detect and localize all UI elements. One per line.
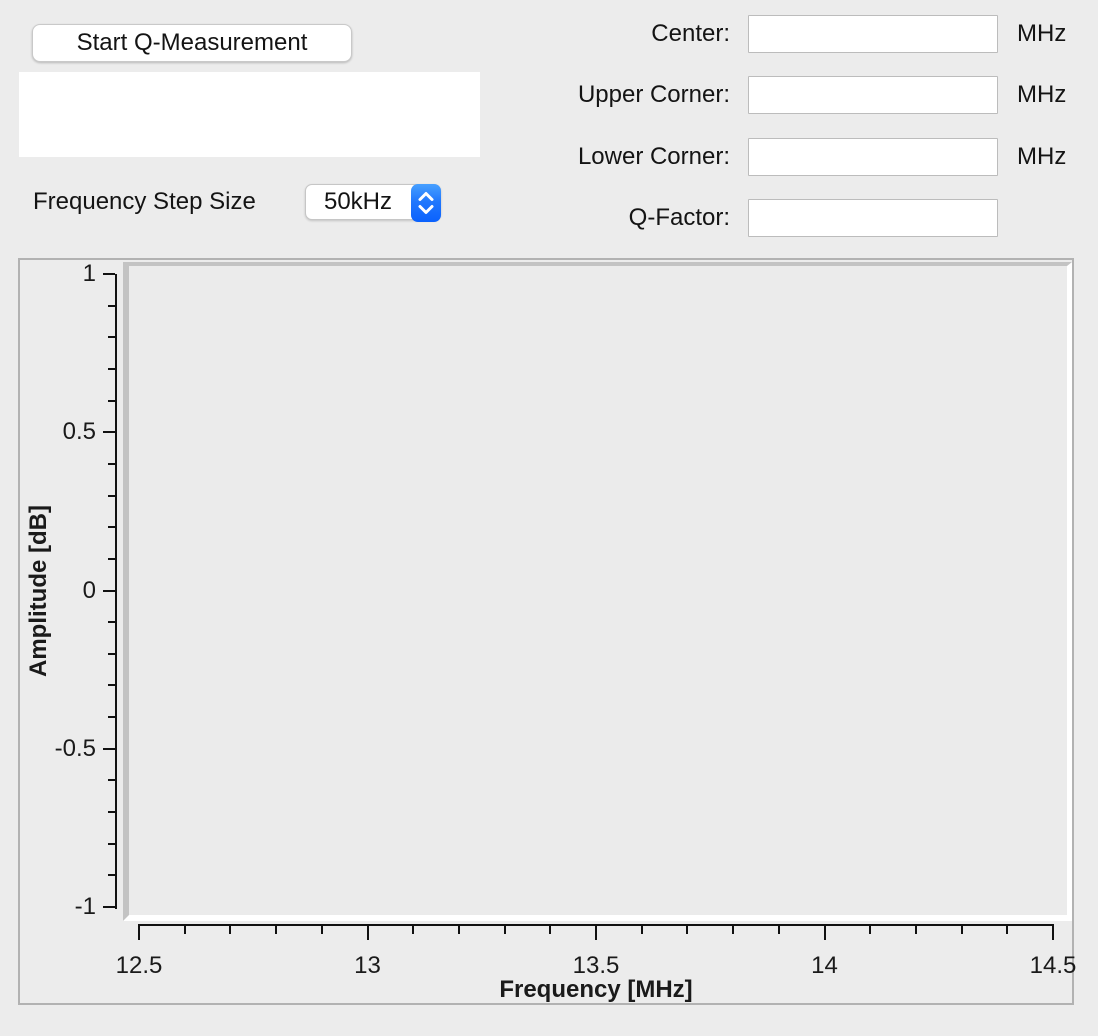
x-major-tick (823, 926, 826, 940)
x-major-tick (1052, 926, 1054, 940)
form-row: Center: MHz (0, 15, 1098, 53)
y-minor-tick (108, 811, 115, 814)
y-major-tick (103, 747, 115, 750)
form-row-unit: MHz (1017, 143, 1067, 170)
y-tick-label: 0.5 (62, 418, 96, 446)
y-minor-tick (108, 336, 115, 339)
x-major-tick (595, 926, 597, 940)
form-row-unit: MHz (1017, 81, 1067, 108)
x-minor-tick (914, 926, 917, 934)
frequency-step-size-value: 50kHz (323, 188, 393, 215)
x-minor-tick (503, 926, 506, 934)
y-tick-label: 0 (82, 576, 96, 604)
y-major-tick (103, 431, 115, 434)
x-minor-tick (686, 926, 689, 934)
form-row-unit: MHz (1017, 20, 1067, 47)
up-down-chevrons-icon (411, 184, 441, 222)
form-row-label: Q-Factor: (628, 204, 730, 231)
y-minor-tick (108, 526, 115, 529)
y-minor-tick (108, 304, 115, 307)
y-minor-tick (108, 557, 115, 560)
x-tick-label: 14.5 (1029, 952, 1077, 979)
form-row-label: Upper Corner: (577, 81, 730, 108)
y-axis-line (115, 274, 117, 909)
q-measurement-graph: Amplitude [dB] Frequency [MHz] 1 0.5 0 -0.5… (18, 258, 1076, 1005)
x-axis-title: Frequency [MHz] (499, 976, 693, 1003)
y-major-tick (103, 273, 115, 275)
x-minor-tick (777, 926, 780, 934)
x-minor-tick (320, 926, 323, 934)
form-row-input[interactable] (748, 76, 998, 114)
form-row: Q-Factor: (0, 199, 1098, 237)
x-minor-tick (640, 926, 643, 934)
y-tick-label: -0.5 (54, 734, 96, 762)
y-tick-label: -1 (74, 893, 96, 920)
x-minor-tick (183, 926, 186, 934)
y-minor-tick (108, 684, 115, 687)
y-minor-tick (108, 874, 115, 877)
x-major-tick (366, 926, 369, 940)
x-tick-label: 14 (811, 952, 838, 979)
form-row: Lower Corner: MHz (0, 138, 1098, 176)
y-tick-label: 1 (82, 260, 96, 287)
x-tick-label: 13.5 (572, 952, 620, 979)
form-row-input[interactable] (748, 15, 998, 53)
x-minor-tick (960, 926, 963, 934)
x-tick-label: 13 (354, 952, 381, 979)
x-minor-tick (549, 926, 552, 934)
form-row-label: Center: (651, 20, 730, 47)
form-row: Upper Corner: MHz (0, 76, 1098, 114)
plot-area (123, 262, 1072, 921)
form-row-input[interactable] (748, 138, 998, 176)
y-minor-tick (108, 842, 115, 845)
x-axis-line (138, 924, 1054, 926)
y-major-tick (103, 906, 115, 908)
y-minor-tick (108, 652, 115, 655)
y-minor-tick (108, 367, 115, 370)
y-minor-tick (108, 462, 115, 465)
y-minor-tick (108, 716, 115, 719)
frequency-step-size-label: Frequency Step Size (33, 188, 256, 215)
x-tick-label: 12.5 (115, 952, 163, 979)
y-minor-tick (108, 779, 115, 782)
y-minor-tick (108, 494, 115, 497)
x-minor-tick (229, 926, 232, 934)
x-minor-tick (1006, 926, 1009, 934)
x-major-tick (138, 926, 140, 940)
x-minor-tick (412, 926, 415, 934)
form-row-label: Lower Corner: (577, 143, 730, 170)
status-display (19, 72, 480, 157)
x-minor-tick (275, 926, 278, 934)
start-q-measurement-button[interactable]: Start Q-Measurement (32, 24, 352, 62)
x-minor-tick (457, 926, 460, 934)
x-minor-tick (869, 926, 872, 934)
y-minor-tick (108, 399, 115, 402)
y-major-tick (103, 589, 115, 592)
form-row-input[interactable] (748, 199, 998, 237)
y-minor-tick (108, 621, 115, 624)
frequency-step-size-popup[interactable]: 50kHz (305, 184, 441, 222)
x-minor-tick (732, 926, 735, 934)
